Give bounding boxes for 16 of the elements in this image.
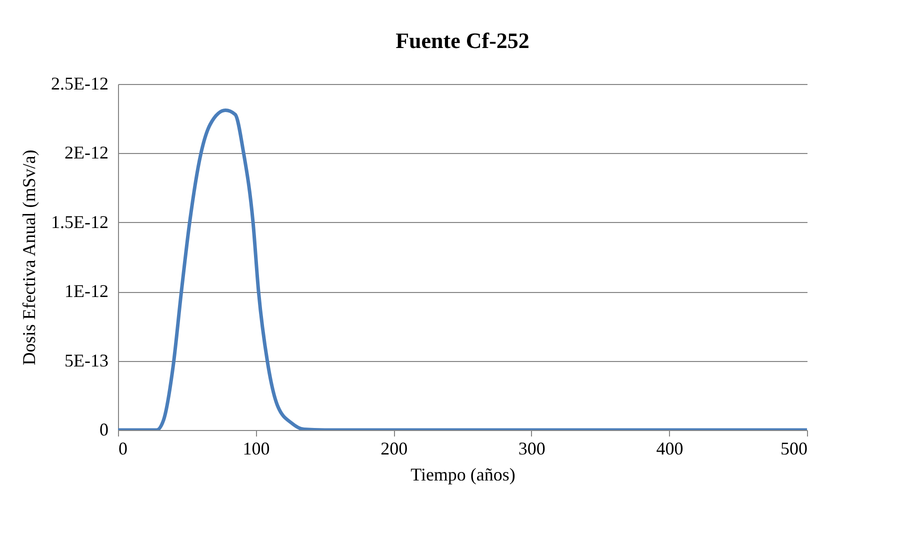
x-tick-label: 500	[780, 438, 808, 458]
chart-title: Fuente Cf-252	[396, 28, 530, 53]
y-tick-label: 1.5E-12	[51, 212, 108, 232]
x-tick-label: 0	[118, 438, 128, 458]
x-axis-title: Tiempo (años)	[410, 464, 516, 484]
x-tick-label: 300	[518, 438, 546, 458]
y-tick-label: 2.5E-12	[51, 74, 108, 94]
x-tick-label: 100	[242, 438, 270, 458]
x-tick-label: 200	[380, 438, 408, 458]
line-series	[118, 108, 807, 430]
x-tick-label: 400	[656, 438, 684, 458]
y-tick-label: 0	[100, 420, 108, 440]
y-tick-label: 2E-12	[64, 142, 108, 163]
y-axis-title: Dosis Efectiva Anual (mSv/a)	[19, 150, 40, 366]
y-tick-label: 5E-13	[64, 350, 108, 370]
y-tick-label: 1E-12	[64, 281, 108, 302]
